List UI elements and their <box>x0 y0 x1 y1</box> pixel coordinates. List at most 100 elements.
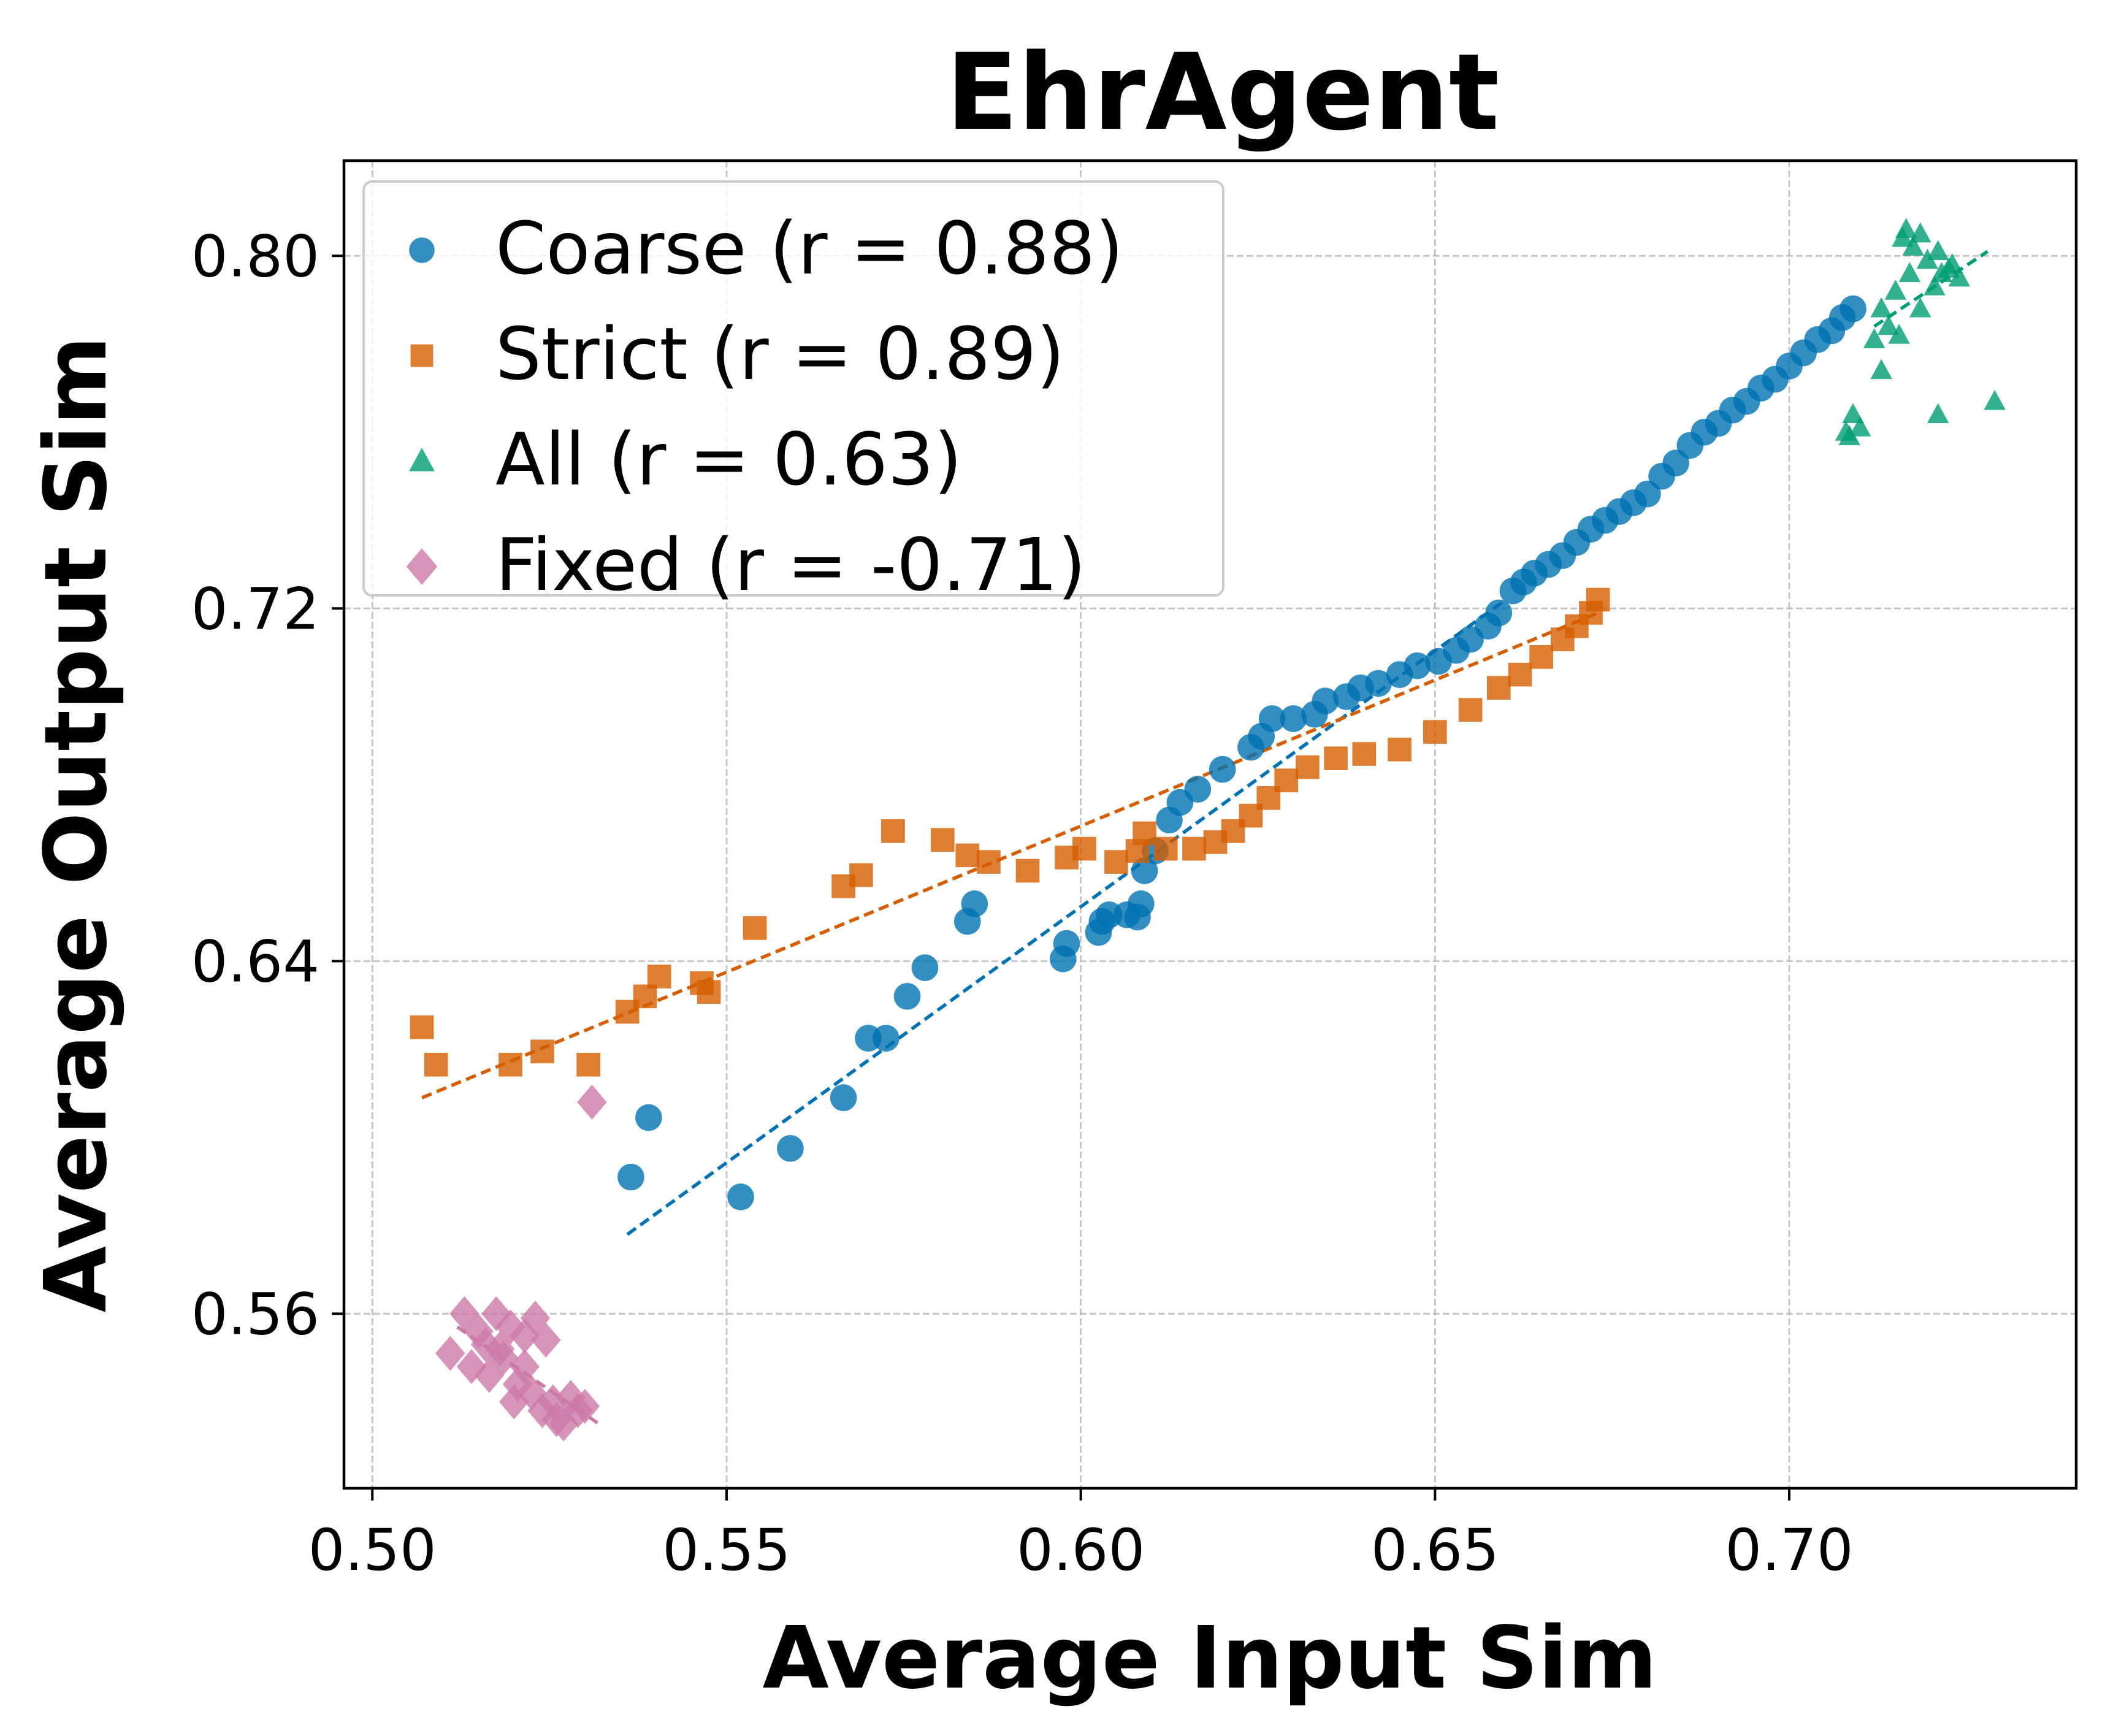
strict-point <box>1586 587 1610 612</box>
strict-point <box>1508 662 1532 687</box>
all-point <box>1909 222 1931 243</box>
strict-point <box>1458 698 1483 722</box>
strict-point <box>743 916 767 940</box>
fixed-point <box>538 1384 568 1420</box>
strict-point <box>424 1052 448 1077</box>
strict-point <box>955 843 980 868</box>
fixed-point <box>495 1309 525 1345</box>
all-point <box>1835 421 1857 441</box>
legend-label-coarse: Coarse (r = 0.88) <box>495 206 1123 291</box>
coarse-point <box>893 982 921 1010</box>
all-point <box>1895 218 1917 239</box>
fixed-point <box>499 1384 529 1420</box>
all-point <box>1870 297 1893 318</box>
coarse-point <box>1312 687 1339 715</box>
strict-point <box>530 1039 554 1063</box>
all-point <box>1924 275 1946 296</box>
strict-point <box>1388 737 1412 762</box>
coarse-point <box>1365 670 1392 697</box>
all-point <box>1984 389 2006 410</box>
strict-point <box>697 980 721 1004</box>
y-tick-label: 0.80 <box>191 223 319 290</box>
coarse-point <box>1131 857 1158 884</box>
fixed-series <box>435 1084 607 1442</box>
coarse-series <box>617 295 1866 1210</box>
strict-point <box>881 819 905 843</box>
all-point <box>1941 253 1963 273</box>
coarse-point <box>1839 295 1866 323</box>
strict-point <box>633 984 657 1009</box>
legend-marker-strict <box>410 344 434 367</box>
fixed-point <box>435 1336 465 1371</box>
plot-frame <box>342 159 2078 1490</box>
x-tick-label: 0.60 <box>1017 1517 1145 1584</box>
coarse-point <box>635 1104 662 1131</box>
fixed-point <box>520 1301 551 1336</box>
legend-marker-all <box>409 448 435 472</box>
all-point <box>1849 416 1871 437</box>
coarse-point <box>727 1183 754 1210</box>
coarse-point <box>1404 652 1431 679</box>
strict-point <box>1423 720 1447 744</box>
coarse-point <box>830 1084 857 1111</box>
x-tick-label: 0.70 <box>1725 1517 1853 1584</box>
strict-point <box>1487 676 1511 700</box>
y-tick-label: 0.72 <box>191 576 319 643</box>
all-point <box>1927 403 1949 424</box>
all-point <box>1902 235 1925 256</box>
coarse-point <box>1053 930 1080 957</box>
strict-point <box>1015 858 1040 883</box>
coarse-point <box>1258 705 1286 732</box>
all-point <box>1863 328 1885 348</box>
coarse-trend-line <box>626 598 1507 1236</box>
strict-series <box>410 587 1610 1077</box>
fixed-point <box>502 1366 533 1402</box>
fixed-point <box>577 1084 607 1120</box>
fixed-point <box>470 1327 501 1363</box>
fixed-point <box>531 1322 561 1358</box>
legend-label-strict: Strict (r = 0.89) <box>495 312 1064 396</box>
coarse-point <box>1280 705 1307 732</box>
x-tick-label: 0.55 <box>662 1517 790 1584</box>
all-point <box>1842 403 1864 424</box>
strict-point <box>1072 836 1096 861</box>
y-tick-label: 0.64 <box>191 928 319 995</box>
legend-marker-coarse <box>409 237 435 263</box>
strict-point <box>410 1015 434 1039</box>
chart-title: EhrAgent <box>946 31 1499 154</box>
all-point <box>1884 280 1907 300</box>
strict-point <box>499 1052 522 1077</box>
coarse-point <box>961 890 988 917</box>
strict-point <box>1133 821 1156 846</box>
coarse-point <box>777 1134 804 1162</box>
fixed-point <box>548 1406 579 1442</box>
strict-point <box>1324 746 1348 771</box>
y-tick-label: 0.56 <box>191 1281 319 1348</box>
fixed-point <box>516 1375 547 1411</box>
strict-point <box>1104 850 1128 874</box>
coarse-point <box>617 1163 644 1191</box>
all-point <box>1916 248 1939 269</box>
fixed-point <box>510 1318 540 1353</box>
strict-point <box>1352 742 1377 766</box>
legend-frame <box>362 180 1224 597</box>
all-point <box>1927 240 1949 261</box>
strict-point <box>647 965 671 988</box>
coarse-point <box>1128 890 1155 917</box>
x-axis-label: Average Input Sim <box>763 1608 1657 1708</box>
data-points <box>410 218 2006 1442</box>
strict-point <box>849 863 873 887</box>
all-point <box>1909 297 1931 318</box>
y-axis: 0.56 0.64 0.72 0.80 <box>191 223 344 1348</box>
strict-point <box>576 1052 600 1077</box>
y-axis-label: Average Output Sim <box>26 336 126 1313</box>
x-axis: 0.50 0.55 0.60 0.65 0.70 <box>308 1488 1854 1584</box>
x-tick-label: 0.50 <box>308 1517 437 1584</box>
all-point <box>1888 323 1910 344</box>
strict-point <box>1182 836 1206 861</box>
strict-point <box>1529 645 1553 669</box>
strict-point <box>1153 836 1178 861</box>
coarse-point <box>873 1025 900 1052</box>
all-point <box>1878 315 1900 335</box>
